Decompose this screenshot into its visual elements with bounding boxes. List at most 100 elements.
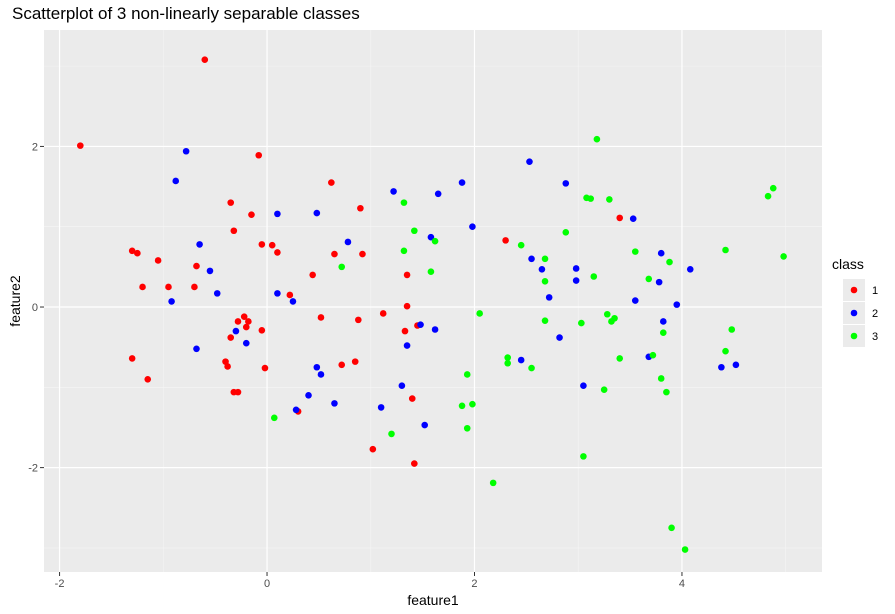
point-class-3 xyxy=(580,453,587,460)
point-class-3 xyxy=(338,264,345,271)
point-class-1 xyxy=(411,460,418,467)
legend-swatch-3 xyxy=(851,333,858,340)
point-class-3 xyxy=(562,229,569,236)
point-class-1 xyxy=(404,303,411,310)
point-class-3 xyxy=(590,273,597,280)
point-class-2 xyxy=(656,279,663,286)
point-class-1 xyxy=(243,324,250,331)
x-tick-label: 4 xyxy=(679,578,685,590)
legend-label-3: 3 xyxy=(872,331,878,343)
point-class-1 xyxy=(357,205,364,212)
x-tick-label: 0 xyxy=(264,578,270,590)
point-class-1 xyxy=(352,358,359,365)
point-class-3 xyxy=(632,248,639,255)
point-class-2 xyxy=(345,239,352,246)
point-class-3 xyxy=(666,259,673,266)
point-class-2 xyxy=(718,364,725,371)
point-class-1 xyxy=(359,251,366,258)
point-class-1 xyxy=(255,152,262,159)
point-class-2 xyxy=(172,178,179,185)
point-class-3 xyxy=(594,136,601,143)
point-class-1 xyxy=(309,272,316,279)
point-class-3 xyxy=(780,253,787,260)
point-class-2 xyxy=(214,290,221,297)
point-class-3 xyxy=(401,199,408,206)
point-class-2 xyxy=(573,265,580,272)
point-class-1 xyxy=(370,446,377,453)
point-class-2 xyxy=(318,371,325,378)
point-class-3 xyxy=(645,276,652,283)
point-class-3 xyxy=(528,365,535,372)
point-class-1 xyxy=(616,215,623,222)
point-class-2 xyxy=(518,357,525,364)
point-class-3 xyxy=(606,196,613,203)
plot-panel xyxy=(44,30,822,572)
point-class-1 xyxy=(139,284,146,291)
point-class-1 xyxy=(155,257,162,264)
point-class-1 xyxy=(338,362,345,369)
point-class-2 xyxy=(528,256,535,263)
point-class-1 xyxy=(227,334,234,341)
point-class-2 xyxy=(630,215,637,222)
point-class-3 xyxy=(658,375,665,382)
point-class-2 xyxy=(183,148,190,155)
x-tick-label: -2 xyxy=(55,578,65,590)
point-class-1 xyxy=(227,199,234,206)
point-class-2 xyxy=(290,298,297,305)
point-class-3 xyxy=(663,389,670,396)
point-class-2 xyxy=(673,301,680,308)
point-class-1 xyxy=(259,241,266,248)
point-class-3 xyxy=(765,193,772,200)
point-class-2 xyxy=(378,404,385,411)
legend-title: class xyxy=(832,256,864,272)
point-class-2 xyxy=(469,223,476,230)
point-class-2 xyxy=(733,362,740,369)
point-class-2 xyxy=(314,210,321,217)
point-class-2 xyxy=(432,326,439,333)
point-class-3 xyxy=(601,386,608,393)
y-tick-label: 0 xyxy=(32,302,38,314)
point-class-3 xyxy=(518,242,525,249)
point-class-3 xyxy=(728,326,735,333)
point-class-2 xyxy=(390,188,397,195)
point-class-3 xyxy=(542,317,549,324)
point-class-1 xyxy=(502,237,509,244)
point-class-1 xyxy=(262,365,269,372)
point-class-3 xyxy=(770,185,777,192)
legend: class 1 2 3 xyxy=(832,256,878,347)
point-class-2 xyxy=(274,211,281,218)
legend-swatch-1 xyxy=(851,287,858,294)
y-tick-label: -2 xyxy=(28,463,38,475)
point-class-3 xyxy=(722,348,729,355)
x-tick-label: 2 xyxy=(471,578,477,590)
point-class-2 xyxy=(314,364,321,371)
point-class-1 xyxy=(144,376,151,383)
point-class-1 xyxy=(201,56,208,63)
point-class-1 xyxy=(259,327,266,334)
point-class-2 xyxy=(526,158,533,165)
point-class-3 xyxy=(428,268,435,275)
point-class-1 xyxy=(129,355,136,362)
point-class-2 xyxy=(539,266,546,273)
point-class-3 xyxy=(411,227,418,234)
x-axis-title: feature1 xyxy=(407,592,459,608)
point-class-3 xyxy=(578,320,585,327)
point-class-1 xyxy=(269,242,276,249)
point-class-2 xyxy=(305,392,312,399)
point-class-3 xyxy=(650,352,657,359)
point-class-1 xyxy=(402,328,409,335)
legend-label-1: 1 xyxy=(872,285,878,297)
point-class-2 xyxy=(193,345,200,352)
point-class-2 xyxy=(459,179,466,186)
point-class-3 xyxy=(542,278,549,285)
point-class-2 xyxy=(417,321,424,328)
point-class-1 xyxy=(224,363,231,370)
x-axis-ticks: -2 0 2 4 xyxy=(55,572,685,590)
point-class-3 xyxy=(722,247,729,254)
point-class-3 xyxy=(476,310,483,317)
point-class-1 xyxy=(404,272,411,279)
point-class-2 xyxy=(168,298,175,305)
point-class-2 xyxy=(399,382,406,389)
point-class-1 xyxy=(245,318,252,325)
